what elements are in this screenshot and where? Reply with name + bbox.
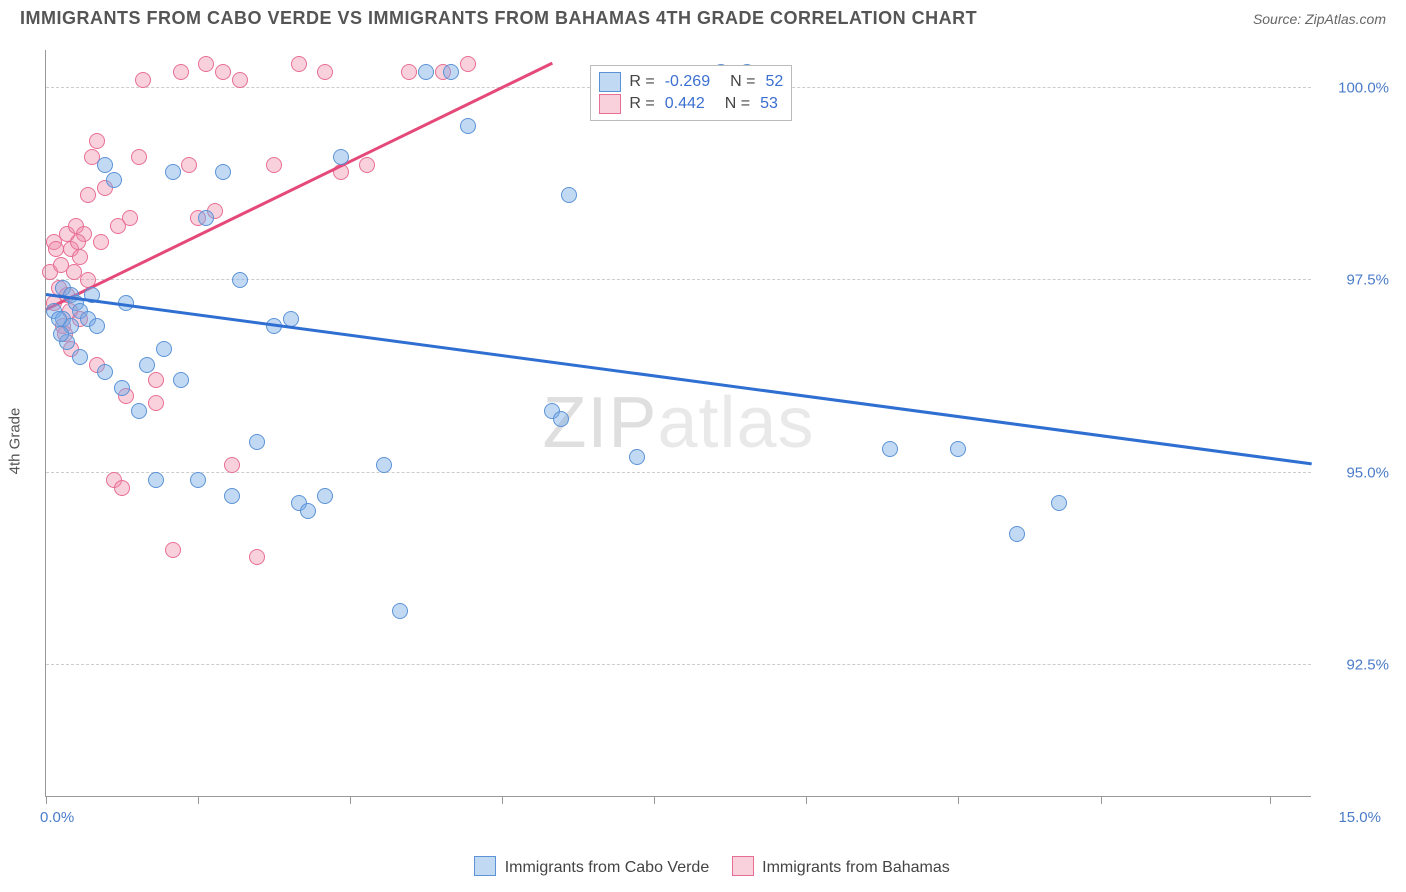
bahamas-trendline xyxy=(45,62,552,311)
cabo-verde-point xyxy=(190,472,206,488)
bahamas-swatch xyxy=(732,856,754,876)
cabo-verde-point xyxy=(139,357,155,373)
y-tick-label: 100.0% xyxy=(1338,79,1389,96)
cabo-verde-point xyxy=(97,364,113,380)
bahamas-point xyxy=(72,249,88,265)
cabo-verde-point xyxy=(460,118,476,134)
bahamas-point xyxy=(131,149,147,165)
x-tick xyxy=(502,796,503,804)
x-tick xyxy=(806,796,807,804)
bahamas-legend-label: Immigrants from Bahamas xyxy=(762,859,950,876)
cabo-verde-point xyxy=(232,272,248,288)
cabo-verde-point xyxy=(131,403,147,419)
bahamas-point xyxy=(148,395,164,411)
cabo-verde-point xyxy=(224,488,240,504)
gridline xyxy=(46,664,1311,665)
cabo-verde-point xyxy=(89,318,105,334)
bahamas-point xyxy=(114,480,130,496)
plot-area: ZIPatlas 92.5%95.0%97.5%100.0%0.0%15.0%R… xyxy=(45,50,1311,797)
cabo-verde-point xyxy=(106,172,122,188)
bahamas-point xyxy=(80,187,96,203)
bahamas-point xyxy=(148,372,164,388)
bahamas-point xyxy=(359,157,375,173)
bahamas-point xyxy=(249,549,265,565)
stats-legend: R = -0.269N = 52R = 0.442N = 53 xyxy=(590,65,792,121)
cabo-verde-point xyxy=(53,326,69,342)
cabo-verde-point xyxy=(561,187,577,203)
y-tick-label: 95.0% xyxy=(1346,464,1389,481)
chart-title: IMMIGRANTS FROM CABO VERDE VS IMMIGRANTS… xyxy=(20,8,977,29)
cabo-verde-point xyxy=(249,434,265,450)
watermark: ZIPatlas xyxy=(542,382,814,464)
bahamas-point xyxy=(122,210,138,226)
bottom-legend: Immigrants from Cabo Verde Immigrants fr… xyxy=(0,856,1406,877)
bahamas-point xyxy=(173,64,189,80)
x-tick xyxy=(654,796,655,804)
cabo-verde-point xyxy=(1051,495,1067,511)
cabo-verde-point xyxy=(882,441,898,457)
bahamas-point xyxy=(48,241,64,257)
x-tick xyxy=(46,796,47,804)
cabo-verde-point xyxy=(165,164,181,180)
y-tick-label: 92.5% xyxy=(1346,657,1389,674)
chart-area: 4th Grade ZIPatlas 92.5%95.0%97.5%100.0%… xyxy=(45,50,1396,832)
cabo-verde-point xyxy=(198,210,214,226)
bahamas-point xyxy=(291,56,307,72)
bahamas-point xyxy=(460,56,476,72)
x-tick xyxy=(350,796,351,804)
x-tick xyxy=(1101,796,1102,804)
bahamas-point xyxy=(215,64,231,80)
bahamas-point xyxy=(232,72,248,88)
cabo-verde-point xyxy=(553,411,569,427)
bahamas-point xyxy=(198,56,214,72)
cabo-verde-point xyxy=(97,157,113,173)
cabo-verde-point xyxy=(418,64,434,80)
cabo-verde-point xyxy=(950,441,966,457)
bahamas-point xyxy=(66,264,82,280)
cabo-verde-point xyxy=(317,488,333,504)
cabo-verde-point xyxy=(173,372,189,388)
cabo-verde-legend-label: Immigrants from Cabo Verde xyxy=(505,859,710,876)
cabo-verde-point xyxy=(156,341,172,357)
bahamas-point xyxy=(135,72,151,88)
bahamas-point xyxy=(70,234,86,250)
y-axis-title: 4th Grade xyxy=(7,408,24,475)
cabo-verde-point xyxy=(215,164,231,180)
bahamas-point xyxy=(224,457,240,473)
bahamas-point xyxy=(89,133,105,149)
bahamas-point xyxy=(93,234,109,250)
x-end-label: 15.0% xyxy=(1338,809,1381,826)
source-label: Source: ZipAtlas.com xyxy=(1253,11,1386,27)
cabo-verde-point xyxy=(72,349,88,365)
bahamas-point xyxy=(165,542,181,558)
cabo-verde-point xyxy=(1009,526,1025,542)
cabo-verde-point xyxy=(376,457,392,473)
bahamas-point xyxy=(317,64,333,80)
x-tick xyxy=(958,796,959,804)
cabo-verde-point xyxy=(148,472,164,488)
y-tick-label: 97.5% xyxy=(1346,272,1389,289)
x-tick xyxy=(1270,796,1271,804)
cabo-verde-point xyxy=(443,64,459,80)
x-tick xyxy=(198,796,199,804)
cabo-verde-point xyxy=(51,311,67,327)
bahamas-point xyxy=(266,157,282,173)
cabo-verde-point xyxy=(333,149,349,165)
cabo-verde-point xyxy=(300,503,316,519)
bahamas-point xyxy=(401,64,417,80)
cabo-verde-point xyxy=(392,603,408,619)
cabo-verde-swatch xyxy=(474,856,496,876)
bahamas-point xyxy=(181,157,197,173)
cabo-verde-point xyxy=(114,380,130,396)
x-start-label: 0.0% xyxy=(40,809,74,826)
cabo-verde-point xyxy=(629,449,645,465)
